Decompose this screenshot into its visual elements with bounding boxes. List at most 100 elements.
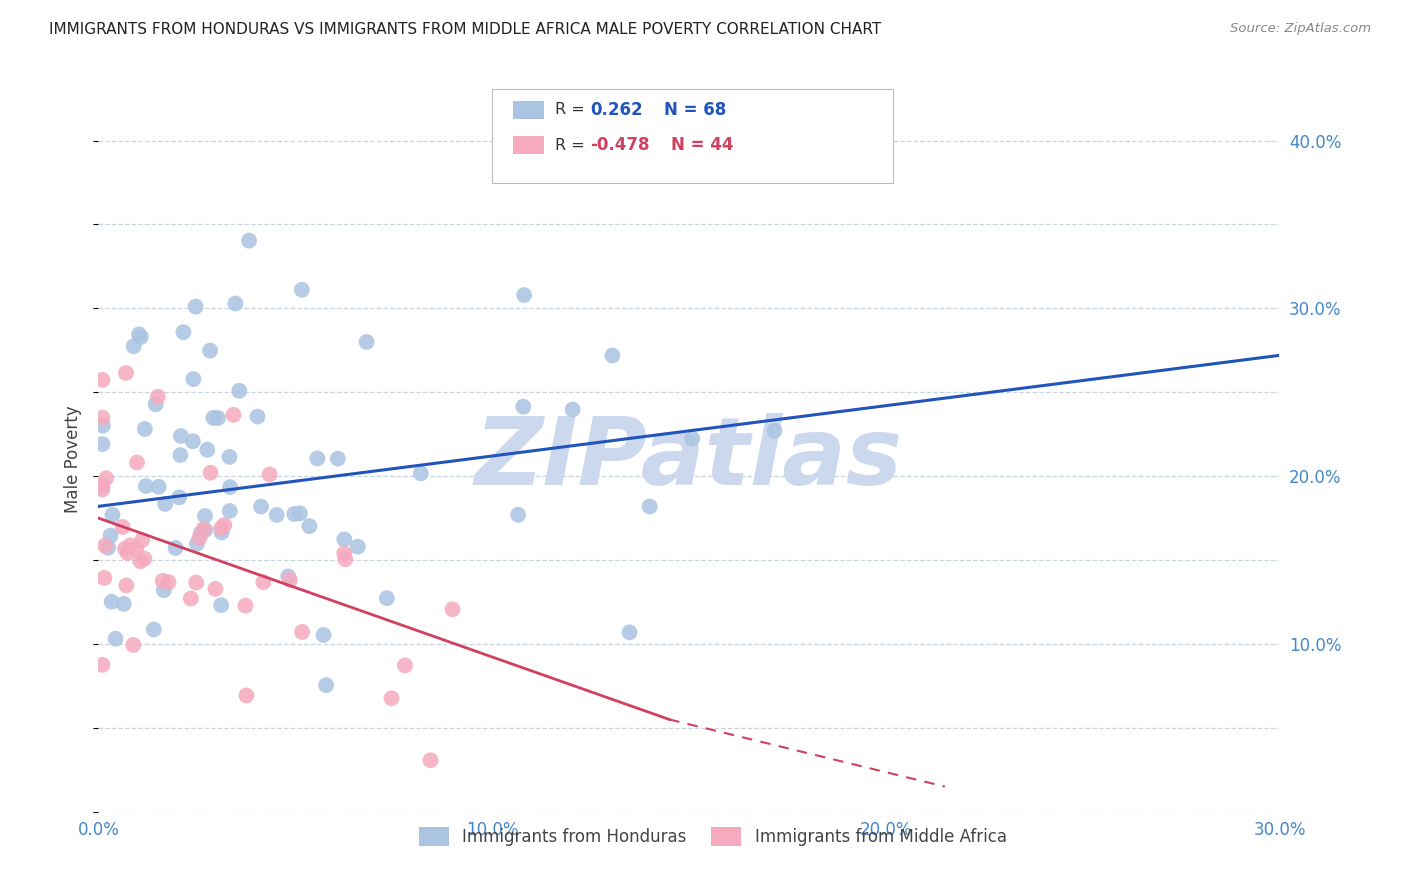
Text: N = 44: N = 44	[671, 136, 733, 154]
Point	[561, 402, 583, 417]
Point	[218, 450, 240, 464]
Text: R =: R =	[555, 103, 591, 117]
Point	[315, 678, 337, 692]
Point	[142, 623, 165, 637]
Legend: Immigrants from Honduras, Immigrants from Middle Africa: Immigrants from Honduras, Immigrants fro…	[412, 820, 1014, 853]
Point	[181, 434, 204, 449]
Point	[134, 422, 156, 436]
Point	[131, 533, 153, 547]
Point	[333, 533, 356, 547]
Point	[186, 537, 208, 551]
Point	[172, 325, 194, 339]
Point	[111, 520, 134, 534]
Point	[101, 508, 124, 522]
Point	[312, 628, 335, 642]
Point	[333, 547, 356, 561]
Point	[288, 506, 311, 520]
Point	[211, 525, 233, 540]
Point	[115, 578, 138, 592]
Point	[146, 390, 169, 404]
Point	[152, 574, 174, 588]
Point	[219, 480, 242, 494]
Point	[619, 625, 641, 640]
Point	[94, 539, 117, 553]
Point	[134, 551, 156, 566]
Point	[277, 569, 299, 583]
Text: IMMIGRANTS FROM HONDURAS VS IMMIGRANTS FROM MIDDLE AFRICA MALE POVERTY CORRELATI: IMMIGRANTS FROM HONDURAS VS IMMIGRANTS F…	[49, 22, 882, 37]
Text: -0.478: -0.478	[591, 136, 650, 154]
Point	[91, 437, 114, 451]
Point	[148, 480, 170, 494]
Point	[200, 466, 222, 480]
Point	[125, 455, 148, 469]
Point	[120, 538, 142, 552]
Point	[153, 583, 176, 598]
Text: ZIPatlas: ZIPatlas	[475, 413, 903, 506]
Point	[441, 602, 464, 616]
Point	[202, 410, 225, 425]
Point	[97, 541, 120, 555]
Point	[93, 571, 115, 585]
Point	[224, 296, 246, 310]
Point	[186, 575, 208, 590]
Point	[356, 334, 378, 349]
Point	[209, 521, 232, 535]
Point	[380, 691, 402, 706]
Y-axis label: Male Poverty: Male Poverty	[65, 406, 83, 513]
Point	[198, 343, 221, 358]
Point	[104, 632, 127, 646]
Point	[112, 597, 135, 611]
Point	[91, 483, 114, 497]
Point	[125, 542, 148, 557]
Point	[602, 348, 624, 362]
Point	[235, 599, 257, 613]
Point	[128, 327, 150, 342]
Point	[375, 591, 398, 606]
Point	[259, 467, 281, 482]
Point	[180, 591, 202, 606]
Point	[91, 373, 114, 387]
Point	[100, 528, 122, 542]
Point	[100, 595, 122, 609]
Point	[204, 582, 226, 596]
Point	[194, 508, 217, 523]
Point	[335, 552, 357, 566]
Point	[91, 478, 114, 492]
Point	[228, 384, 250, 398]
Point	[238, 234, 260, 248]
Point	[169, 448, 191, 462]
Point	[96, 471, 118, 485]
Point	[235, 689, 257, 703]
Text: N = 68: N = 68	[664, 101, 725, 119]
Point	[250, 500, 273, 514]
Point	[188, 531, 211, 545]
Point	[307, 451, 329, 466]
Point	[167, 491, 190, 505]
Point	[194, 523, 217, 537]
Text: Source: ZipAtlas.com: Source: ZipAtlas.com	[1230, 22, 1371, 36]
Point	[419, 753, 441, 767]
Point	[513, 288, 536, 302]
Point	[506, 508, 529, 522]
Point	[222, 408, 245, 422]
Point	[129, 330, 152, 344]
Point	[218, 504, 240, 518]
Point	[165, 541, 187, 555]
Text: 0.262: 0.262	[591, 101, 643, 119]
Point	[409, 467, 432, 481]
Point	[122, 339, 145, 353]
Point	[278, 573, 301, 587]
Point	[266, 508, 288, 522]
Point	[394, 658, 416, 673]
Point	[291, 283, 314, 297]
Point	[346, 540, 368, 554]
Point	[145, 397, 167, 411]
Point	[214, 517, 236, 532]
Point	[157, 575, 180, 590]
Point	[122, 638, 145, 652]
Point	[326, 451, 349, 466]
Point	[184, 300, 207, 314]
Point	[115, 366, 138, 380]
Point	[195, 442, 218, 457]
Point	[117, 546, 139, 560]
